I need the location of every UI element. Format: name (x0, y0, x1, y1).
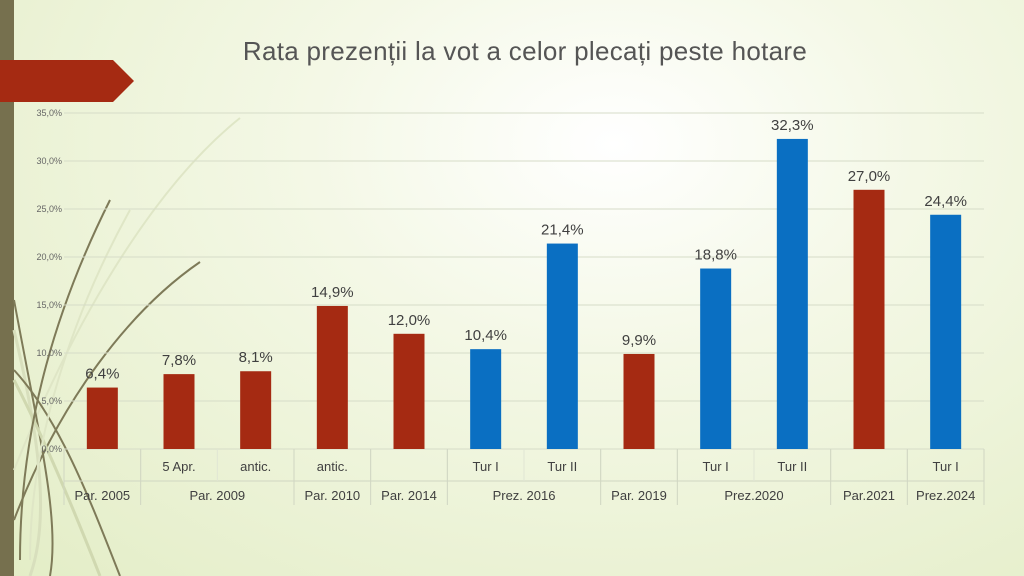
decorative-curves (12, 117, 241, 576)
y-tick-label: 5,0% (41, 396, 62, 406)
bar-value-label: 6,4% (85, 366, 119, 383)
y-tick-label: 30,0% (36, 156, 62, 166)
group-label: Prez.2024 (916, 488, 975, 503)
bar (623, 353, 655, 449)
y-tick-label: 10,0% (36, 348, 62, 358)
group-label: Par. 2014 (381, 488, 437, 503)
bar (700, 268, 732, 449)
group-label: Par. 2019 (611, 488, 667, 503)
bar-value-label: 8,1% (239, 349, 273, 366)
y-tick-label: 15,0% (36, 300, 62, 310)
bar-value-label: 24,4% (924, 193, 967, 210)
bar (546, 243, 578, 449)
bar-value-label: 18,8% (694, 247, 737, 264)
slide-title: Rata prezenții la vot a celor plecați pe… (242, 36, 808, 66)
bar-sub-label: 5 Apr. (162, 459, 195, 474)
title-arrow-shape (0, 60, 134, 102)
bar (853, 189, 885, 450)
bar-value-label: 10,4% (464, 327, 507, 344)
bar-value-label: 21,4% (541, 222, 584, 239)
bar (470, 349, 502, 449)
bar-sub-label: antic. (317, 459, 348, 474)
group-label: Par. 2005 (75, 488, 131, 503)
y-tick-label: 35,0% (36, 108, 62, 118)
bar-sub-label: Tur II (547, 459, 577, 474)
bar-value-label: 9,9% (622, 332, 656, 349)
bar-sub-label: antic. (240, 459, 271, 474)
bar-sub-label: Tur I (933, 459, 959, 474)
bar-sub-label: Tur I (703, 459, 729, 474)
bar-value-label: 7,8% (162, 352, 196, 369)
bar-value-label: 12,0% (388, 312, 431, 329)
left-accent-band (0, 0, 14, 576)
bar (776, 138, 808, 450)
bar-value-label: 27,0% (848, 168, 891, 185)
bar-sub-label: Tur II (777, 459, 807, 474)
group-label: Par. 2010 (305, 488, 361, 503)
group-label: Prez. 2016 (493, 488, 556, 503)
bar (86, 387, 118, 449)
group-label: Prez.2020 (724, 488, 783, 503)
bar (393, 333, 425, 449)
bar (240, 371, 272, 449)
y-tick-label: 25,0% (36, 204, 62, 214)
bar (930, 214, 962, 449)
y-tick-label: 20,0% (36, 252, 62, 262)
bar-value-label: 14,9% (311, 284, 354, 301)
bar-value-label: 32,3% (771, 117, 814, 134)
group-label: Par.2021 (843, 488, 895, 503)
group-label: Par. 2009 (190, 488, 246, 503)
bar-sub-label: Tur I (473, 459, 499, 474)
bar (316, 305, 348, 449)
bar (163, 374, 195, 449)
y-tick-label: 0,0% (41, 444, 62, 454)
